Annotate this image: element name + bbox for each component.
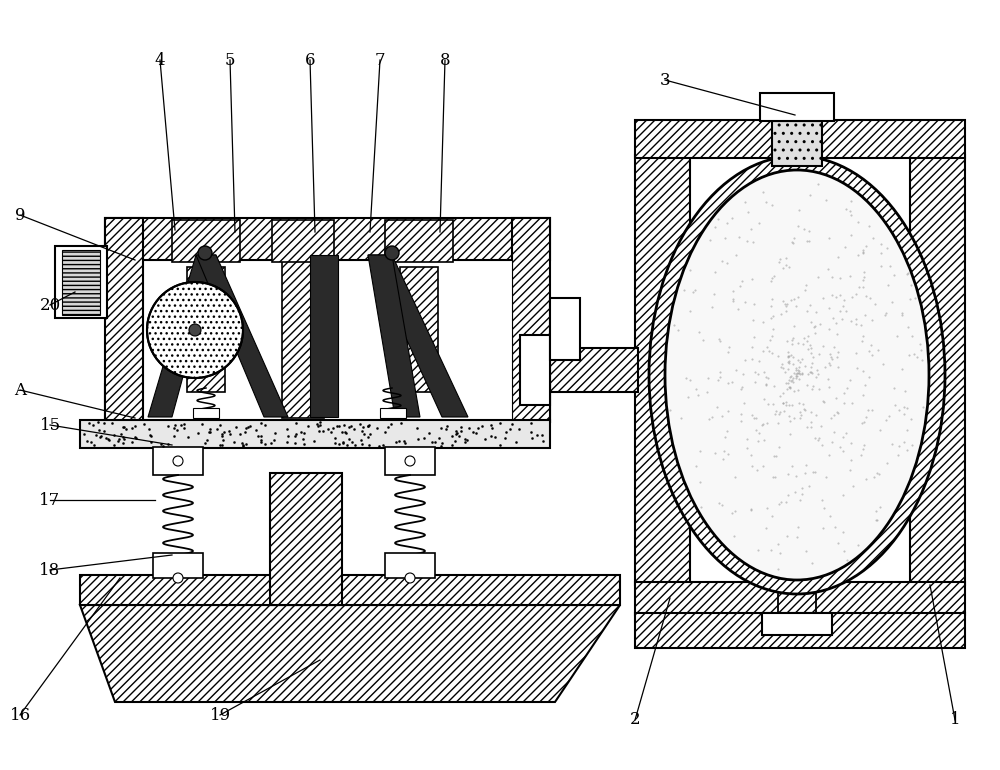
Bar [635, 582, 965, 615]
Bar [635, 613, 965, 648]
Text: 17: 17 [39, 491, 61, 508]
Bar [550, 298, 580, 360]
Bar [400, 267, 438, 392]
Bar [282, 260, 324, 418]
Bar [520, 335, 550, 405]
Bar [55, 246, 107, 318]
Text: 6: 6 [305, 52, 315, 69]
Bar [80, 420, 550, 448]
Text: 20: 20 [39, 296, 61, 313]
Text: A: A [14, 381, 26, 399]
Circle shape [147, 282, 243, 378]
Bar [772, 121, 822, 166]
Bar [910, 155, 965, 585]
Bar [385, 447, 435, 475]
Bar [512, 218, 550, 422]
Circle shape [173, 573, 183, 583]
Bar [105, 218, 143, 422]
Text: 18: 18 [39, 561, 61, 578]
Bar [548, 348, 638, 392]
Circle shape [189, 324, 201, 336]
Polygon shape [310, 255, 338, 417]
Text: 8: 8 [440, 52, 450, 69]
Circle shape [173, 456, 183, 466]
Bar [193, 408, 219, 418]
Bar [385, 220, 453, 262]
Circle shape [198, 246, 212, 260]
Text: 1: 1 [950, 711, 960, 728]
Text: 15: 15 [39, 417, 61, 434]
Text: 19: 19 [209, 707, 231, 724]
Ellipse shape [649, 156, 945, 594]
Text: 5: 5 [225, 52, 235, 69]
Bar [760, 93, 834, 121]
Bar [105, 218, 550, 260]
Polygon shape [368, 255, 420, 417]
Polygon shape [80, 605, 620, 702]
Bar [153, 553, 203, 578]
Bar [143, 260, 512, 422]
Text: 4: 4 [155, 52, 165, 69]
Bar [380, 408, 406, 418]
Circle shape [405, 456, 415, 466]
Bar [762, 613, 832, 635]
Bar [153, 447, 203, 475]
Circle shape [385, 246, 399, 260]
Bar [105, 384, 550, 422]
Text: 7: 7 [375, 52, 385, 69]
Bar [80, 575, 620, 605]
Bar [62, 250, 100, 315]
Bar [635, 155, 690, 585]
Bar [272, 220, 334, 262]
Text: 2: 2 [630, 711, 640, 728]
Ellipse shape [665, 170, 929, 580]
Polygon shape [196, 255, 288, 417]
Text: 9: 9 [15, 206, 25, 223]
Bar [635, 120, 965, 158]
Bar [270, 473, 342, 605]
Bar [187, 267, 225, 392]
Text: 16: 16 [9, 707, 31, 724]
Circle shape [405, 573, 415, 583]
Bar [385, 553, 435, 578]
Bar [172, 220, 240, 262]
Polygon shape [148, 255, 216, 417]
Text: 3: 3 [660, 72, 670, 89]
Polygon shape [368, 255, 468, 417]
